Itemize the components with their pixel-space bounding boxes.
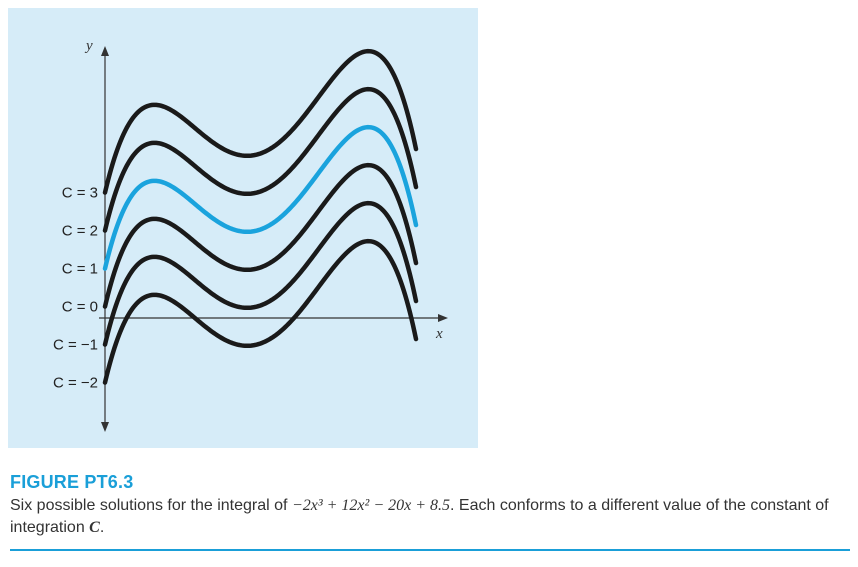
chart-panel: y x C = 3 C = 2 C = 1 C = 0 C = −1 C = −2 <box>8 8 478 448</box>
caption-expression: −2x³ + 12x² − 20x + 8.5 <box>291 497 451 514</box>
y-axis-arrow-down <box>101 422 109 432</box>
y-axis-arrow-up <box>101 46 109 56</box>
figure-caption: Six possible solutions for the integral … <box>10 495 850 539</box>
curve-c-0 <box>102 162 419 309</box>
caption-rule <box>10 549 850 551</box>
labels: y x C = 3 C = 2 C = 1 C = 0 C = −1 C = −2 <box>53 38 443 392</box>
curve-label-c-1: C = 1 <box>62 261 98 278</box>
x-axis-label: x <box>435 326 443 342</box>
curve-label-c-neg2: C = −2 <box>53 375 98 392</box>
caption-constant: C <box>89 519 100 536</box>
caption-text-middle: . Each conforms to a different value of … <box>10 497 829 536</box>
chart-plot: y x C = 3 C = 2 C = 1 C = 0 C = −1 C = −2 <box>53 38 448 432</box>
curve-c-3 <box>102 48 419 195</box>
x-axis-arrow <box>438 314 448 322</box>
curve-label-c-3: C = 3 <box>62 185 98 202</box>
curve-label-c-2: C = 2 <box>62 223 98 240</box>
axes <box>99 46 448 432</box>
curve-c-neg2 <box>102 238 419 385</box>
curves <box>102 48 419 385</box>
caption-text-start: Six possible solutions for the integral … <box>10 497 292 514</box>
y-axis-label: y <box>84 38 93 54</box>
curve-label-c-0: C = 0 <box>62 299 98 316</box>
caption-text-end: . <box>99 519 105 536</box>
figure-title: FIGURE PT6.3 <box>10 472 134 492</box>
curve-c-neg1 <box>102 200 419 347</box>
curve-c-2 <box>102 86 419 233</box>
curve-c-1 <box>102 124 419 271</box>
curve-label-c-neg1: C = −1 <box>53 337 98 354</box>
